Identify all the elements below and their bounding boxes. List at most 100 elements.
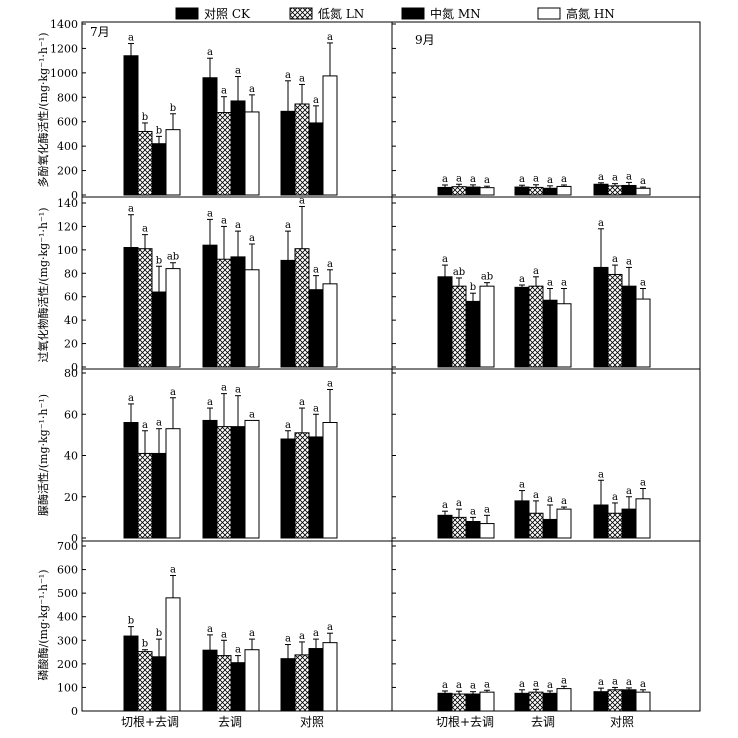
month-label-july: 7月 (90, 25, 110, 39)
bar-sept-panel3-g3-hn (635, 498, 651, 539)
bar-sept-panel4-g2-ck-letter: a (519, 679, 525, 690)
y-tick-label-panel2: 140 (57, 197, 78, 210)
legend-swatch-ln (289, 7, 313, 20)
bar-july-panel4-g2-ck (202, 649, 218, 712)
bar-sept-panel2-g3-mn-letter: a (626, 256, 632, 267)
bar-sept-panel1-g3-hn (635, 187, 651, 196)
bar-july-panel2-g2-ck-letter: a (207, 208, 213, 219)
bar-sept-panel4-g1-ck (437, 692, 453, 712)
bar-sept-panel3-g2-mn (542, 518, 558, 539)
bar-sept-panel2-g1-ln-letter: ab (453, 267, 465, 278)
bar-sept-panel2-g3-ck-letter: a (598, 218, 604, 229)
bar-sept-panel2-g3-hn-letter: a (640, 278, 646, 289)
bar-july-panel1-g1-ln (137, 130, 153, 196)
bar-july-panel3-g2-ln-letter: a (221, 383, 227, 394)
legend-label-mn: 中氮 MN (430, 6, 481, 21)
bar-sept-panel2-g2-hn (556, 303, 572, 368)
bar-sept-panel1-g2-ln-letter: a (533, 174, 539, 185)
bar-sept-panel4-g1-hn (479, 691, 495, 712)
bar-july-panel3-g3-hn (322, 422, 338, 539)
bar-july-panel1-g1-ln-letter: b (142, 112, 148, 123)
bar-sept-panel3-g1-mn-letter: a (470, 506, 476, 517)
bar-sept-panel2-g2-mn-letter: a (547, 278, 553, 289)
legend-swatch-hn (537, 7, 561, 20)
bar-july-panel3-g3-mn-letter: a (313, 403, 319, 414)
y-tick-label-panel4: 100 (57, 681, 78, 694)
legend-label-ln: 低氮 LN (318, 6, 364, 21)
bar-sept-panel2-g3-hn (635, 298, 651, 368)
bar-sept-panel2-g1-mn-letter: b (470, 282, 476, 293)
bar-july-panel4-g3-hn (322, 642, 338, 712)
y-tick-label-panel4: 300 (57, 634, 78, 647)
bar-sept-panel4-g3-hn (635, 691, 651, 712)
bar-july-panel4-g3-mn-letter: a (313, 628, 319, 639)
bar-july-panel2-g1-ln-letter: a (142, 224, 148, 235)
bar-july-panel4-g2-hn-letter: a (249, 628, 255, 639)
bar-sept-panel4-g2-ln-letter: a (533, 678, 539, 689)
bar-july-panel4-g2-ck-letter: a (207, 624, 213, 635)
bar-july-panel1-g3-ck (280, 110, 296, 196)
bar-july-panel3-g1-hn-letter: a (170, 387, 176, 398)
bar-july-panel2-g2-ln-letter: a (221, 215, 227, 226)
bar-sept-panel3-g2-hn (556, 508, 572, 539)
bar-july-panel1-g1-ck-letter: a (128, 33, 134, 44)
bar-july-panel2-g3-mn (308, 289, 324, 368)
bar-sept-panel4-g3-ck (593, 691, 609, 712)
bar-sept-panel4-g2-mn (542, 692, 558, 712)
bar-sept-panel1-g3-ck (593, 183, 609, 196)
bar-july-panel2-g3-hn-letter: a (327, 259, 333, 270)
month-label-september: 9月 (415, 33, 435, 47)
bar-july-panel4-g3-ck (280, 658, 296, 712)
bar-sept-panel3-g3-mn-letter: a (626, 486, 632, 497)
bar-july-panel4-g1-ck (123, 635, 139, 712)
y-tick-label-panel1: 1000 (50, 67, 78, 80)
bar-sept-panel3-g3-ck (593, 504, 609, 539)
bar-july-panel2-g2-hn-letter: a (249, 233, 255, 244)
bar-sept-panel3-g3-hn-letter: a (640, 478, 646, 489)
bar-july-panel3-g2-hn (244, 419, 260, 539)
bar-july-panel2-g1-ck (123, 247, 139, 368)
bar-july-panel2-g2-ln (216, 258, 232, 368)
bar-sept-panel2-g3-ln-letter: a (612, 254, 618, 265)
bar-sept-panel4-g2-hn-letter: a (561, 675, 567, 686)
bar-july-panel1-g1-hn-letter: b (170, 103, 176, 114)
bar-july-panel1-g3-ln (294, 103, 310, 196)
y-tick-label-panel2: 20 (64, 338, 78, 351)
bar-july-panel2-g3-ln-letter: a (299, 196, 305, 207)
bar-july-panel4-g1-mn (151, 656, 167, 712)
y-tick-label-panel3: 60 (64, 408, 78, 421)
bar-july-panel1-g2-mn-letter: a (235, 66, 241, 77)
bar-sept-panel4-g2-hn (556, 688, 572, 712)
bar-july-panel1-g3-hn-letter: a (327, 32, 333, 43)
y-tick-label-panel3: 20 (64, 491, 78, 504)
bar-july-panel2-g1-mn-letter: b (156, 255, 162, 266)
bar-july-panel1-g3-hn (322, 75, 338, 196)
bar-july-panel2-g1-ck-letter: a (128, 204, 134, 215)
y-tick-label-panel4: 0 (71, 705, 78, 718)
bar-sept-panel2-g1-ck-letter: a (442, 254, 448, 265)
y-axis-title-urease: 脲酶活性/(mg·kg⁻¹·h⁻¹) (36, 394, 50, 516)
bar-sept-panel4-g1-mn-letter: a (470, 681, 476, 692)
y-tick-label-panel1: 200 (57, 165, 78, 178)
bar-july-panel1-g2-ck (202, 77, 218, 196)
bar-july-panel3-g3-hn-letter: a (327, 379, 333, 390)
bar-july-panel1-g2-ln (216, 112, 232, 196)
y-tick-label-panel2: 40 (64, 314, 78, 327)
bar-sept-panel3-g1-hn (479, 523, 495, 539)
bar-july-panel4-g3-mn (308, 648, 324, 712)
bar-sept-panel1-g2-ck (514, 186, 530, 196)
bar-july-panel3-g1-ck (123, 422, 139, 539)
y-tick-label-panel1: 1200 (50, 42, 78, 55)
bar-july-panel3-g2-ln (216, 426, 232, 539)
bar-sept-panel2-g3-ck (593, 266, 609, 368)
legend-label-ck: 对照 CK (204, 7, 251, 21)
bar-sept-panel4-g2-ck (514, 692, 530, 712)
bar-sept-panel4-g2-mn-letter: a (547, 680, 553, 691)
bar-july-panel4-g3-hn-letter: a (327, 622, 333, 633)
bar-july-panel4-g1-ln (137, 651, 153, 712)
bar-july-panel3-g2-hn-letter: a (249, 409, 255, 420)
bar-sept-panel4-g1-mn (465, 693, 481, 712)
bar-july-panel2-g2-ck (202, 244, 218, 368)
